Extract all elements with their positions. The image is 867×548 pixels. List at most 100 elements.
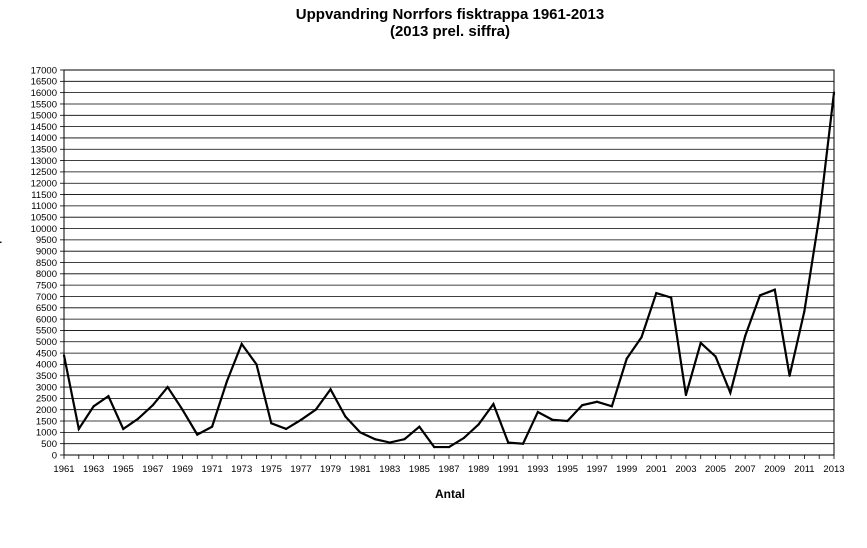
data-point bbox=[62, 354, 66, 357]
y-tick-label: 7000 bbox=[36, 292, 57, 303]
y-tick-label: 10000 bbox=[31, 224, 57, 235]
series-line bbox=[62, 92, 836, 449]
data-point bbox=[640, 336, 643, 339]
y-tick-label: 12000 bbox=[31, 179, 57, 190]
data-point bbox=[329, 388, 332, 391]
data-point bbox=[373, 438, 377, 441]
data-point bbox=[714, 355, 717, 358]
data-point bbox=[92, 405, 95, 408]
x-tick-label: 1979 bbox=[320, 464, 341, 475]
y-tick-label: 6500 bbox=[36, 303, 57, 314]
data-point bbox=[344, 415, 347, 418]
data-point bbox=[388, 441, 391, 444]
y-tick-label: 12500 bbox=[31, 167, 57, 178]
y-tick-label: 7500 bbox=[36, 280, 57, 291]
data-point bbox=[77, 427, 80, 431]
y-tick-label: 16500 bbox=[31, 77, 57, 88]
y-tick-label: 15000 bbox=[31, 111, 57, 122]
y-tick-label: 5000 bbox=[36, 337, 57, 348]
x-tick-label: 1981 bbox=[350, 464, 371, 475]
y-tick-label: 0 bbox=[52, 450, 57, 461]
data-point bbox=[285, 427, 288, 431]
data-point bbox=[136, 417, 140, 420]
x-tick-label: 1997 bbox=[587, 464, 608, 475]
x-tick-label: 1999 bbox=[616, 464, 637, 475]
x-tick-label: 1989 bbox=[468, 464, 489, 475]
data-point bbox=[595, 400, 599, 403]
data-point bbox=[196, 433, 199, 436]
x-tick-label: 2009 bbox=[764, 464, 785, 475]
data-point bbox=[818, 216, 821, 219]
y-tick-label: 2500 bbox=[36, 394, 57, 405]
data-point bbox=[610, 405, 613, 408]
data-point bbox=[359, 431, 362, 434]
y-tick-label: 4500 bbox=[36, 348, 57, 359]
data-point bbox=[122, 427, 125, 431]
x-tick-label: 2005 bbox=[705, 464, 726, 475]
x-tick-label: 1967 bbox=[142, 464, 163, 475]
chart-subtitle: (2013 prel. siffra) bbox=[389, 23, 511, 40]
x-tick-label: 1987 bbox=[438, 464, 459, 475]
data-point bbox=[492, 402, 495, 406]
data-point bbox=[403, 438, 406, 441]
x-tick-label: 1993 bbox=[527, 464, 548, 475]
y-tick-label: 11000 bbox=[31, 201, 57, 212]
data-point bbox=[151, 404, 154, 407]
x-tick-label: 1977 bbox=[290, 464, 311, 475]
data-point bbox=[477, 423, 480, 426]
y-tick-label: 1500 bbox=[36, 416, 57, 427]
x-tick-label: 1965 bbox=[113, 464, 134, 475]
x-tick-label: 1983 bbox=[379, 464, 400, 475]
data-point bbox=[255, 363, 258, 366]
y-tick-label: 500 bbox=[41, 439, 57, 450]
x-tick-label: 2001 bbox=[646, 464, 667, 475]
y-tick-label: 3000 bbox=[36, 382, 57, 393]
y-tick-label: 17000 bbox=[31, 65, 57, 76]
y-tick-label: 5500 bbox=[36, 326, 57, 337]
y-tick-label: 15500 bbox=[31, 99, 57, 110]
data-point bbox=[299, 418, 303, 421]
y-tick-label: 14000 bbox=[31, 133, 57, 144]
data-point bbox=[684, 393, 688, 397]
y-tick-label: 13000 bbox=[31, 156, 57, 167]
data-point bbox=[270, 422, 273, 425]
x-axis-label: Antal bbox=[435, 487, 465, 501]
data-point bbox=[773, 288, 776, 291]
chart-title-block: Uppvandring Norrfors fisktrappa 1961-201… bbox=[0, 6, 867, 40]
data-point bbox=[166, 385, 169, 389]
data-point bbox=[581, 404, 584, 407]
x-tick-label: 1975 bbox=[261, 464, 282, 475]
y-tick-label: 8500 bbox=[36, 258, 57, 269]
x-tick-label: 2007 bbox=[735, 464, 756, 475]
y-tick-label: 8000 bbox=[36, 269, 57, 280]
y-tick-label: 2000 bbox=[36, 405, 57, 416]
data-point bbox=[803, 310, 806, 313]
y-tick-label: 11500 bbox=[31, 190, 57, 201]
y-tick-label: 14500 bbox=[31, 122, 57, 133]
data-point bbox=[536, 410, 539, 414]
data-point bbox=[758, 294, 762, 297]
data-point bbox=[788, 374, 791, 377]
x-tick-label: 1973 bbox=[231, 464, 252, 475]
data-point bbox=[551, 418, 554, 421]
x-tick-label: 2003 bbox=[675, 464, 696, 475]
y-axis-label: r bbox=[0, 237, 2, 251]
x-tick-label: 1963 bbox=[83, 464, 104, 475]
data-point bbox=[832, 91, 836, 94]
x-tick-label: 1961 bbox=[53, 464, 74, 475]
y-tick-label: 9000 bbox=[36, 246, 57, 257]
data-point bbox=[433, 445, 436, 449]
data-point bbox=[521, 442, 525, 445]
data-point bbox=[418, 425, 421, 428]
data-point bbox=[625, 357, 628, 360]
data-point bbox=[462, 436, 465, 440]
x-tick-label: 1991 bbox=[498, 464, 519, 475]
data-point bbox=[729, 391, 732, 394]
y-tick-label: 13500 bbox=[31, 145, 57, 156]
y-tick-label: 1000 bbox=[36, 428, 57, 439]
y-tick-label: 16000 bbox=[31, 88, 57, 99]
y-tick-label: 9500 bbox=[36, 235, 57, 246]
y-tick-label: 10500 bbox=[31, 213, 57, 224]
x-tick-label: 1969 bbox=[172, 464, 193, 475]
